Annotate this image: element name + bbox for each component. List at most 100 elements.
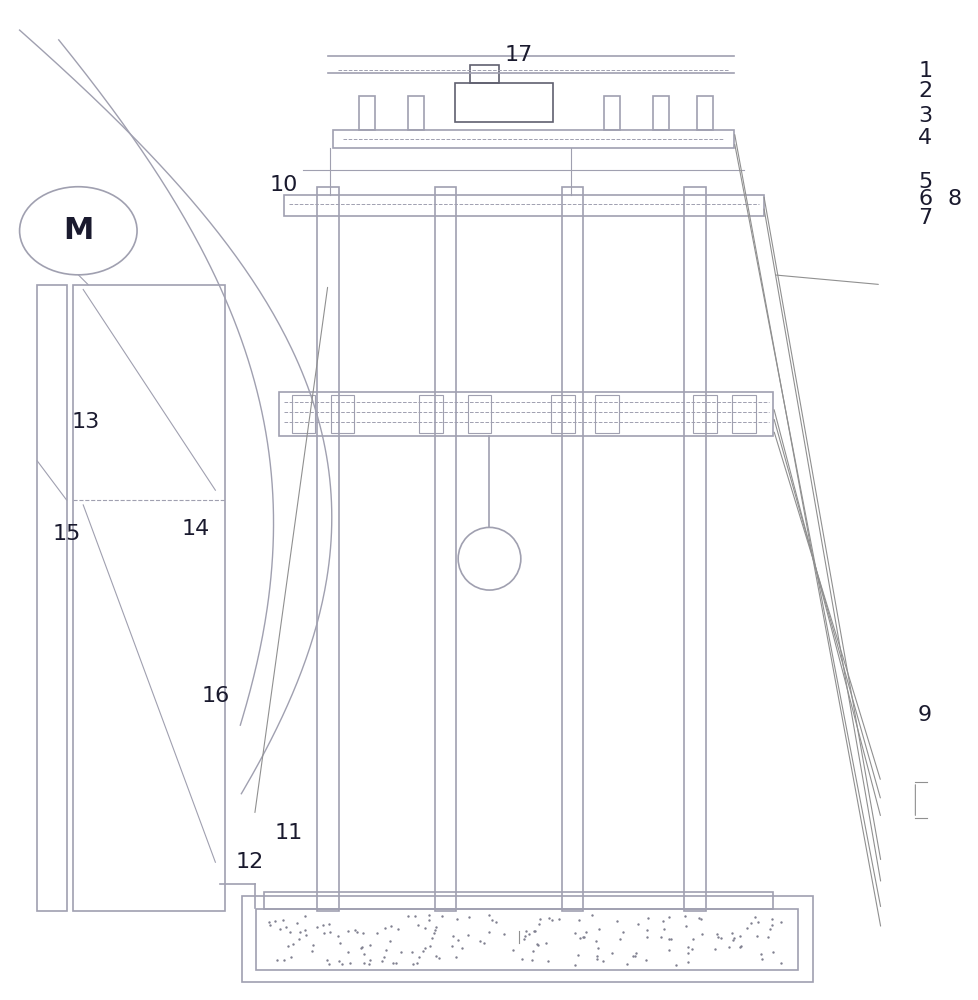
Point bbox=[608, 913, 624, 929]
Point bbox=[618, 956, 634, 972]
Point bbox=[276, 952, 291, 968]
Point bbox=[417, 920, 432, 936]
Bar bbox=[732, 395, 755, 433]
Point bbox=[513, 951, 529, 967]
Point bbox=[285, 936, 300, 952]
Point bbox=[483, 912, 499, 928]
Point bbox=[405, 956, 421, 972]
Point bbox=[595, 953, 610, 969]
Point bbox=[525, 923, 541, 939]
Bar bbox=[652, 96, 668, 130]
Bar bbox=[696, 96, 712, 130]
Text: 4: 4 bbox=[917, 128, 931, 148]
Point bbox=[427, 948, 443, 964]
Point bbox=[625, 948, 641, 964]
Point bbox=[611, 931, 627, 947]
Point bbox=[738, 920, 754, 936]
Point bbox=[627, 945, 643, 961]
Point bbox=[684, 941, 699, 957]
Point bbox=[339, 944, 355, 960]
Bar bbox=[434, 187, 456, 911]
Point bbox=[726, 930, 741, 946]
Point bbox=[588, 933, 603, 949]
Point bbox=[538, 935, 554, 951]
Point bbox=[481, 907, 497, 923]
Point bbox=[445, 928, 461, 944]
Point bbox=[725, 932, 740, 948]
Point bbox=[754, 951, 770, 967]
Point bbox=[707, 941, 723, 957]
Point bbox=[384, 955, 400, 971]
Point bbox=[421, 907, 436, 923]
Point bbox=[639, 922, 654, 938]
Point bbox=[297, 908, 313, 924]
Point bbox=[423, 930, 439, 946]
Point bbox=[516, 928, 532, 944]
Point bbox=[417, 940, 432, 956]
Bar bbox=[684, 187, 705, 911]
Text: 17: 17 bbox=[505, 45, 532, 65]
Point bbox=[481, 924, 497, 940]
Point bbox=[529, 936, 545, 952]
Point bbox=[690, 910, 706, 926]
Text: 2: 2 bbox=[917, 81, 931, 101]
Text: 16: 16 bbox=[201, 686, 229, 706]
Bar bbox=[561, 187, 583, 911]
Point bbox=[393, 944, 409, 960]
Point bbox=[409, 955, 424, 971]
Point bbox=[353, 940, 369, 956]
Bar bbox=[256, 909, 797, 970]
Point bbox=[515, 931, 531, 947]
Point bbox=[746, 909, 762, 925]
Point bbox=[576, 929, 592, 945]
Point bbox=[272, 921, 288, 937]
Point bbox=[539, 953, 555, 969]
Text: 6: 6 bbox=[917, 189, 931, 209]
Text: 8: 8 bbox=[947, 189, 960, 209]
Point bbox=[764, 917, 779, 933]
Point bbox=[654, 913, 670, 929]
Bar bbox=[595, 395, 618, 433]
Point bbox=[520, 926, 536, 942]
Point bbox=[680, 945, 695, 961]
Bar bbox=[469, 65, 499, 83]
Point bbox=[339, 923, 355, 939]
Point bbox=[541, 910, 556, 926]
Point bbox=[342, 955, 358, 971]
Bar bbox=[291, 395, 315, 433]
Point bbox=[570, 947, 586, 963]
Point bbox=[333, 956, 349, 972]
Bar bbox=[242, 896, 812, 982]
Bar bbox=[279, 392, 773, 436]
Point bbox=[571, 930, 587, 946]
Point bbox=[566, 925, 582, 941]
Point bbox=[448, 949, 464, 965]
Point bbox=[680, 939, 695, 955]
Point bbox=[315, 917, 331, 933]
Text: 10: 10 bbox=[270, 175, 297, 195]
Point bbox=[377, 920, 392, 936]
Point bbox=[292, 924, 308, 940]
Point bbox=[347, 922, 363, 938]
Point bbox=[321, 956, 336, 972]
Point bbox=[531, 916, 547, 932]
Text: 14: 14 bbox=[182, 519, 209, 539]
Bar bbox=[317, 187, 338, 911]
Point bbox=[488, 914, 504, 930]
Point bbox=[283, 949, 298, 965]
Point bbox=[590, 940, 605, 956]
Text: 1: 1 bbox=[917, 61, 931, 81]
Point bbox=[411, 949, 426, 965]
Bar bbox=[37, 285, 67, 911]
Point bbox=[523, 952, 539, 968]
Point bbox=[615, 924, 631, 940]
Point bbox=[693, 926, 709, 942]
Point bbox=[710, 929, 726, 945]
Point bbox=[422, 938, 438, 954]
Point bbox=[712, 930, 728, 946]
Point bbox=[415, 943, 430, 959]
Bar bbox=[264, 892, 773, 909]
Point bbox=[319, 952, 334, 968]
Point bbox=[309, 919, 325, 935]
Text: 3: 3 bbox=[917, 106, 931, 126]
